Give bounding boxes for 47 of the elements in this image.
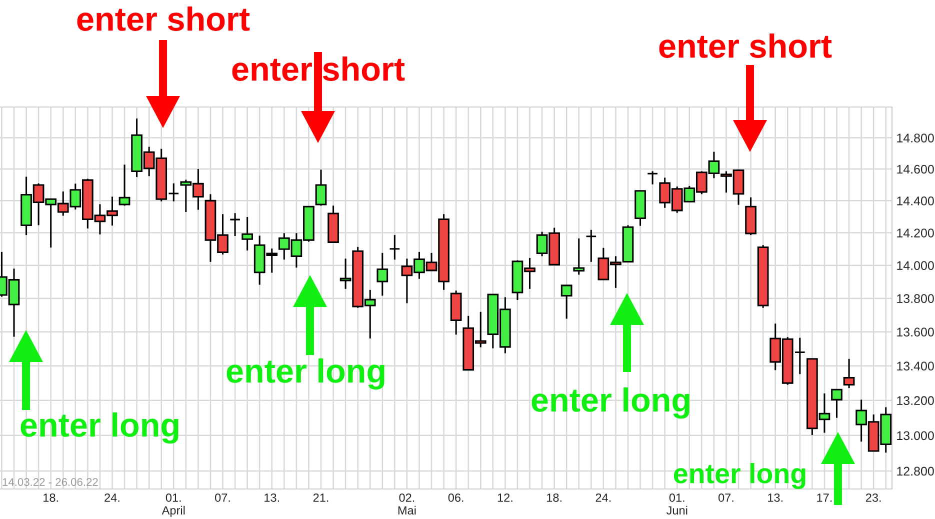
text: enter short <box>659 33 832 58</box>
candlestick <box>242 216 253 252</box>
text: enter short <box>77 6 250 31</box>
y-tick-label: 14.000 <box>897 261 934 270</box>
candlestick <box>118 164 130 206</box>
y-tick-label: 13.200 <box>897 396 934 406</box>
candlestick <box>585 229 597 263</box>
y-tick-label: 13.400 <box>897 362 934 371</box>
text: enter short <box>232 56 405 81</box>
x-tick-label: 24. <box>104 493 120 502</box>
x-tick-label: 07. <box>718 493 734 502</box>
candlestick <box>560 284 572 320</box>
x-tick-label: 23. <box>866 493 881 502</box>
x-tick-label: 24. <box>596 493 611 502</box>
x-tick-label: 07. <box>215 493 230 502</box>
x-tick-label: 12. <box>498 493 512 502</box>
candlestick <box>831 388 842 419</box>
candlestick <box>843 358 855 389</box>
y-tick-label: 14.800 <box>897 134 934 142</box>
x-tick-label: 13. <box>768 493 782 502</box>
candlestick <box>376 252 388 296</box>
x-tick-label: 21. <box>313 493 328 502</box>
x-tick-label: 01. April <box>162 493 185 517</box>
y-tick-label: 13.000 <box>897 431 934 440</box>
y-tick-label: 14.200 <box>897 228 934 238</box>
x-tick-label: 02. Mai <box>398 493 416 515</box>
x-tick-label: 13. <box>264 493 279 502</box>
x-tick-label: 18. <box>547 493 562 502</box>
x-tick-label: 01. Juni <box>666 493 688 515</box>
annotation: 14.03.22 - 26.06.22 <box>2 478 98 486</box>
candlestick <box>388 234 400 260</box>
candlestick <box>573 238 585 276</box>
y-tick-label: 14.400 <box>897 196 934 206</box>
annotation: enter long <box>674 462 806 490</box>
candlestick <box>229 212 241 237</box>
annotation: enter long <box>226 358 384 390</box>
annotation: enter long <box>532 387 690 419</box>
annotation: enter long <box>20 412 178 444</box>
candlestick <box>646 170 658 186</box>
candlestick <box>315 168 327 206</box>
x-tick-label: 06. <box>448 493 464 502</box>
y-tick-label: 13.800 <box>897 294 934 304</box>
y-tick-label: 14.600 <box>897 164 934 174</box>
y-tick-label: 12.800 <box>897 466 934 476</box>
x-tick-label: 17. <box>817 494 832 502</box>
y-tick-label: 13.600 <box>897 328 934 337</box>
x-tick-label: 18. <box>44 493 58 502</box>
